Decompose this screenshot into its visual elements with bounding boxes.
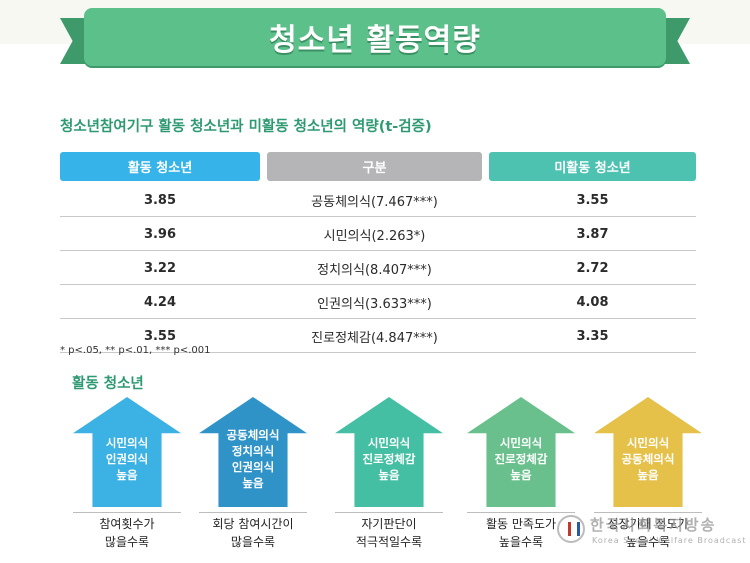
comparison-table: 3.85 공동체의식(7.467***) 3.55 3.96 시민의식(2.26… (60, 183, 696, 353)
arrow-text: 시민의식 공동체의식 높음 (608, 435, 688, 483)
arrow-line: 시민의식 (626, 436, 670, 450)
caption-line: 많을수록 (230, 535, 276, 549)
arrow-caption: 참여횟수가 많을수록 (62, 515, 192, 551)
arrow-shape: 시민의식 진로정체감 높음 (335, 397, 443, 507)
arrow-line: 높음 (116, 468, 138, 482)
table-row: 3.22 정치의식(8.407***) 2.72 (60, 251, 696, 285)
caption-line: 높을수록 (625, 535, 671, 549)
header-category: 구분 (267, 152, 482, 181)
arrow-line: 높음 (637, 468, 659, 482)
significance-footnote: * p<.05, ** p<.01, *** p<.001 (60, 345, 211, 356)
inactive-score: 3.35 (576, 328, 609, 344)
table-row: 3.55 진로정체감(4.847***) 3.35 (60, 319, 696, 353)
arrow-line: 높음 (242, 476, 264, 490)
caption-divider (199, 512, 307, 513)
caption-line: 참여횟수가 (99, 517, 155, 531)
arrow-line: 정치의식 (231, 444, 275, 458)
caption-line: 회당 참여시간이 (212, 517, 294, 531)
table-row: 4.24 인권의식(3.633***) 4.08 (60, 285, 696, 319)
inactive-score: 2.72 (576, 260, 609, 276)
table-row: 3.96 시민의식(2.263*) 3.87 (60, 217, 696, 251)
arrow-line: 시민의식 (105, 436, 149, 450)
arrow-caption: 성장기대 정도가 높을수록 (583, 515, 713, 551)
category-label: 시민의식(2.263*) (323, 228, 426, 244)
arrow-shape: 시민의식 진로정체감 높음 (467, 397, 575, 507)
arrow-text: 공동체의식 정치의식 인권의식 높음 (213, 427, 293, 491)
arrow-caption: 자기판단이 적극적일수록 (324, 515, 454, 551)
active-score: 3.96 (143, 226, 177, 242)
arrow-line: 공동체의식 (226, 428, 280, 442)
table-row: 3.85 공동체의식(7.467***) 3.55 (60, 183, 696, 217)
arrow-line: 공동체의식 (621, 452, 675, 466)
arrow-line: 진로정체감 (494, 452, 548, 466)
arrow-line: 높음 (378, 468, 400, 482)
arrow-shape: 시민의식 인권의식 높음 (73, 397, 181, 507)
inactive-score: 3.87 (576, 226, 609, 242)
table-title: 청소년참여기구 활동 청소년과 미활동 청소년의 역량(t-검증) (60, 119, 432, 135)
banner-main: 청소년 활동역량 (84, 8, 666, 66)
category-label: 진로정체감(4.847***) (311, 330, 438, 346)
caption-divider (594, 512, 702, 513)
arrow-text: 시민의식 진로정체감 높음 (349, 435, 429, 483)
caption-line: 높을수록 (498, 535, 544, 549)
active-score: 3.55 (143, 328, 177, 344)
page-title: 청소년 활동역량 (269, 23, 481, 58)
caption-divider (467, 512, 575, 513)
header-inactive-youth: 미활동 청소년 (489, 152, 696, 181)
arrow-line: 인권의식 (105, 452, 149, 466)
watermark-subtitle: Korea Social Welfare Broadcast (592, 536, 747, 545)
arrow-caption: 활동 만족도가 높을수록 (456, 515, 586, 551)
active-score: 4.24 (143, 294, 177, 310)
caption-line: 성장기대 정도가 (607, 517, 689, 531)
active-score: 3.22 (143, 260, 177, 276)
caption-line: 자기판단이 (361, 517, 417, 531)
title-banner: 청소년 활동역량 (60, 8, 690, 74)
arrow-line: 진로정체감 (362, 452, 416, 466)
inactive-score: 3.55 (576, 192, 609, 208)
caption-line: 활동 만족도가 (485, 517, 557, 531)
caption-line: 많을수록 (104, 535, 150, 549)
category-label: 정치의식(8.407***) (317, 262, 432, 278)
arrow-line: 높음 (510, 468, 532, 482)
arrow-line: 인권의식 (231, 460, 275, 474)
arrow-shape: 시민의식 공동체의식 높음 (594, 397, 702, 507)
header-active-youth: 활동 청소년 (60, 152, 260, 181)
broadcaster-logo-icon (557, 515, 585, 543)
arrow-line: 시민의식 (499, 436, 543, 450)
caption-divider (73, 512, 181, 513)
active-score: 3.85 (143, 192, 177, 208)
arrow-text: 시민의식 인권의식 높음 (87, 435, 167, 483)
arrow-caption: 회당 참여시간이 많을수록 (188, 515, 318, 551)
inactive-score: 4.08 (576, 294, 609, 310)
caption-divider (335, 512, 443, 513)
arrow-text: 시민의식 진로정체감 높음 (481, 435, 561, 483)
category-label: 공동체의식(7.467***) (311, 194, 438, 210)
section-label: 활동 청소년 (72, 376, 144, 392)
watermark-name: 한국사회복지방송 (590, 516, 717, 534)
arrow-line: 시민의식 (367, 436, 411, 450)
category-label: 인권의식(3.633***) (317, 296, 432, 312)
caption-line: 적극적일수록 (355, 535, 423, 549)
arrow-shape: 공동체의식 정치의식 인권의식 높음 (199, 397, 307, 507)
